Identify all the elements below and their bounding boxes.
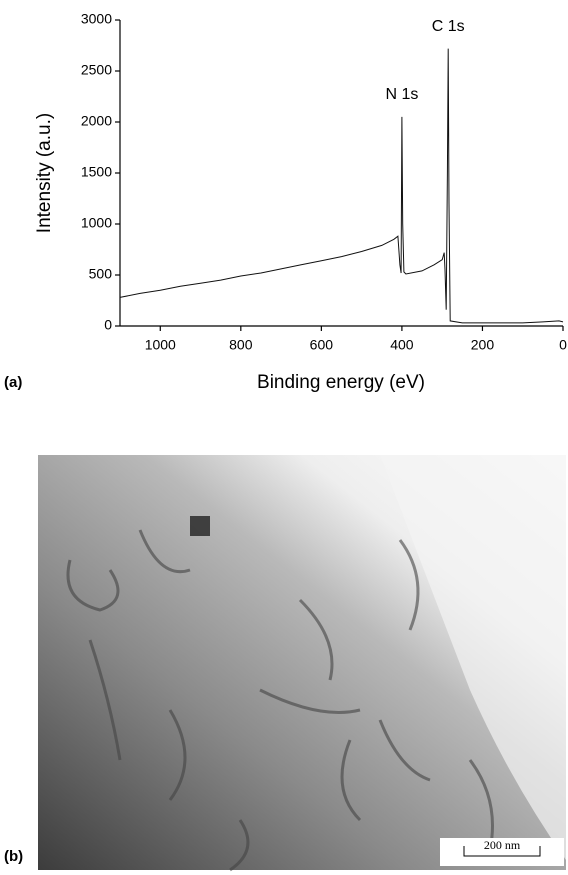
panel-label: (a) [4, 374, 22, 391]
x-tick-label: 600 [310, 337, 334, 353]
y-tick-label: 500 [89, 266, 113, 282]
y-axis-label: Intensity (a.u.) [34, 113, 55, 233]
y-tick-label: 2000 [81, 113, 112, 129]
y-tick-label: 1000 [81, 215, 112, 231]
y-tick-label: 1500 [81, 164, 112, 180]
scale-bar-box [440, 838, 564, 866]
bright-region [380, 455, 566, 860]
x-tick-label: 400 [390, 337, 414, 353]
x-tick-label: 200 [471, 337, 495, 353]
x-tick-label: 0 [559, 337, 567, 353]
spectrum-line [119, 48, 564, 324]
peak-annotation: N 1s [385, 86, 418, 103]
scale-bar [463, 846, 541, 857]
x-tick-label: 800 [229, 337, 253, 353]
nanotubes [66, 529, 494, 872]
tem-image: 200 nm [38, 455, 566, 872]
y-tick-label: 0 [104, 317, 112, 333]
x-tick-label: 1000 [145, 337, 176, 353]
particle [190, 516, 210, 536]
peak-annotation: C 1s [432, 18, 465, 35]
panel-label: (b) [4, 848, 23, 865]
scale-bar-label: 200 nm [484, 838, 521, 852]
y-tick-label: 2500 [81, 62, 112, 78]
x-axis-label: Binding energy (eV) [257, 372, 425, 393]
y-tick-label: 3000 [81, 11, 112, 27]
